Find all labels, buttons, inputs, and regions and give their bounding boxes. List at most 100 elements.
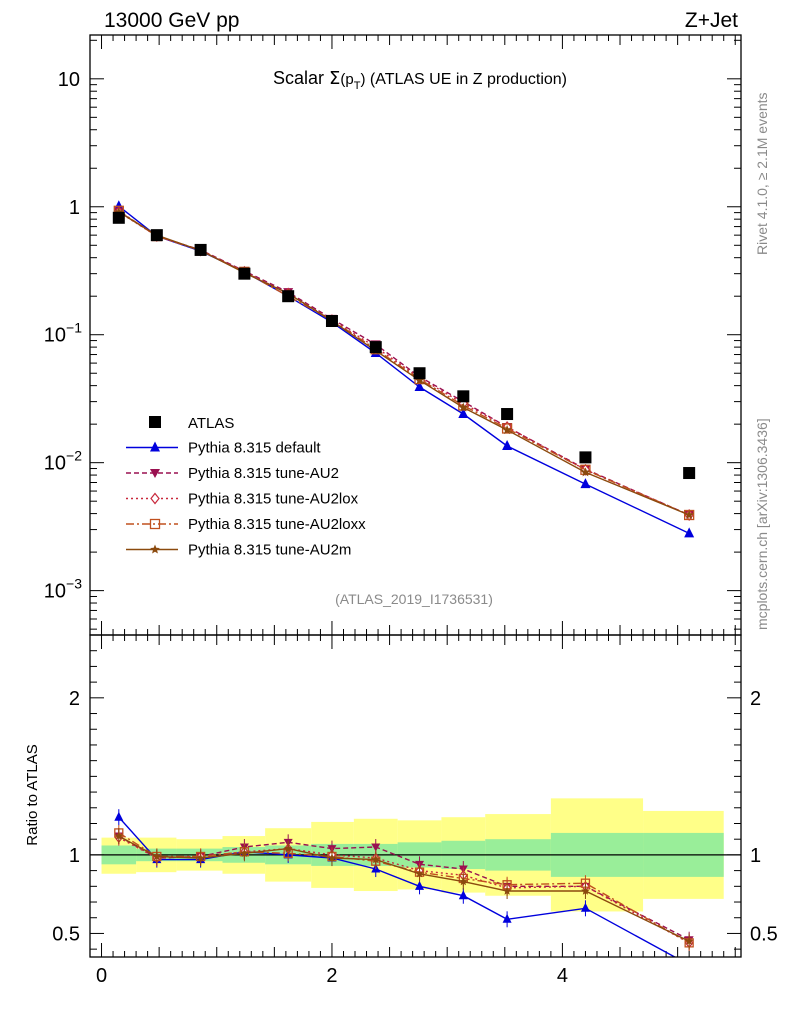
ratio-line-4 <box>118 835 690 942</box>
y-tick-exponent: −3 <box>66 576 82 592</box>
legend-label-1: Pythia 8.315 tune-AU2 <box>188 465 339 482</box>
ratio-series-0-point <box>458 890 468 900</box>
series-line-4 <box>118 211 690 516</box>
title-pre: Scalar <box>273 68 329 88</box>
title-open: (p <box>340 71 353 88</box>
ratio-series-4-point <box>684 936 694 945</box>
atlas-data-point <box>457 390 470 403</box>
atlas-data-point <box>501 408 514 421</box>
y-tick-label: 10−1 <box>44 320 82 347</box>
y-tick-label: 10 <box>58 69 80 91</box>
ratio-y-tick-label-right: 0.5 <box>750 923 778 945</box>
x-tick-label: 4 <box>557 965 568 987</box>
ratio-uncertainty-bands <box>90 798 741 912</box>
legend-marker-0 <box>150 441 160 452</box>
series-0-point <box>502 439 513 450</box>
ratio-series-1-point <box>371 843 381 852</box>
ratio-panel-frame <box>89 634 742 958</box>
legend: ATLAS Pythia 8.315 default Pythia 8.315 tu… <box>126 415 366 559</box>
ratio-series-4-point <box>502 886 512 895</box>
legend-label-2: Pythia 8.315 tune-AU2lox <box>188 491 359 508</box>
x-tick-label: 2 <box>326 965 337 987</box>
atlas-data-point <box>194 243 207 256</box>
ratio-series-4-point <box>327 853 337 862</box>
atlas-data-point <box>112 211 125 224</box>
atlas-data-point <box>369 341 382 354</box>
series-0-point <box>684 527 695 538</box>
y-tick-base: 1 <box>69 197 80 219</box>
series-0-point <box>414 381 425 392</box>
y-tick-exponent: −1 <box>66 320 82 336</box>
rivet-version-label: Rivet 4.1.0, ≥ 2.1M events <box>754 92 770 255</box>
y-tick-exponent: −2 <box>66 448 82 464</box>
ratio-series-0-point <box>502 913 512 923</box>
series-line-2 <box>118 211 690 516</box>
header-process: Z+Jet <box>685 9 738 32</box>
legend-label-0: Pythia 8.315 default <box>188 440 321 457</box>
ratio-y-tick-label-left: 0.5 <box>52 923 80 945</box>
ratio-series-4-point <box>459 877 468 886</box>
series-layer <box>112 200 696 968</box>
y-tick-label: 10−3 <box>44 576 82 603</box>
title-sigma: Σ <box>329 68 340 89</box>
ratio-series-0-point <box>580 902 590 912</box>
series-4-point <box>502 425 512 435</box>
legend-marker-4 <box>150 544 160 554</box>
series-0-point <box>458 408 469 419</box>
legend-marker-2 <box>150 492 160 505</box>
series-4-point <box>458 402 469 412</box>
atlas-data-point <box>579 451 592 464</box>
y-tick-base: 10 <box>44 325 66 347</box>
legend-atlas-label: ATLAS <box>188 415 234 432</box>
ratio-y-axis-label: Ratio to ATLAS <box>24 744 41 845</box>
ratio-y-tick-label-right: 1 <box>750 845 761 867</box>
ratio-series-4-point <box>240 848 249 857</box>
y-tick-label: 1 <box>69 197 80 219</box>
ratio-line-0 <box>118 816 677 957</box>
y-tick-base: 10 <box>44 453 66 475</box>
header-energy: 13000 GeV pp <box>104 9 239 32</box>
series-4-point <box>684 510 694 519</box>
series-4-point <box>414 375 425 385</box>
series-4-point <box>580 467 591 477</box>
ratio-y-tick-label-right: 2 <box>750 688 761 710</box>
ratio-y-tick-label-left: 2 <box>69 688 80 710</box>
ratio-line-2 <box>118 836 690 944</box>
ratio-series-4-point <box>114 831 124 840</box>
atlas-data-point <box>282 290 295 303</box>
mcplots-reference-label: mcplots.cern.ch [arXiv:1306.3436] <box>754 418 770 630</box>
ratio-series-0-point <box>685 959 694 968</box>
atlas-data-point <box>413 367 426 380</box>
y-tick-base: 10 <box>44 581 66 603</box>
x-tick-label: 0 <box>96 965 107 987</box>
title-post: (ATLAS UE in Z production) <box>365 71 567 88</box>
atlas-data-point <box>150 229 163 242</box>
title-sub: T <box>354 80 361 92</box>
ratio-y-tick-label-left: 1 <box>69 845 80 867</box>
legend-label-3: Pythia 8.315 tune-AU2loxx <box>188 516 366 533</box>
ratio-series-group <box>114 809 694 968</box>
series-0-point <box>580 478 591 489</box>
legend-marker-1 <box>150 469 160 478</box>
plot-title: Scalar Σ(pT) (ATLAS UE in Z production) <box>273 68 567 92</box>
title-close: ) <box>360 71 365 88</box>
ratio-series-0-point <box>415 880 425 890</box>
legend-label-4: Pythia 8.315 tune-AU2m <box>188 542 351 559</box>
ratio-series-4-point <box>152 852 162 861</box>
y-tick-base: 10 <box>58 69 80 91</box>
ratio-series-4-point <box>283 844 293 853</box>
atlas-data-point <box>238 267 251 280</box>
analysis-id-label: (ATLAS_2019_I1736531) <box>335 591 493 607</box>
ratio-series-4-point <box>415 869 424 878</box>
legend-atlas-marker <box>149 416 161 428</box>
atlas-data-point <box>683 467 696 480</box>
ratio-series-4-point <box>196 853 205 862</box>
ratio-series-4-point <box>581 886 590 895</box>
ratio-series-4-point <box>371 855 380 864</box>
y-tick-label: 10−2 <box>44 448 82 475</box>
atlas-data-point <box>325 315 338 328</box>
legend-marker-3 <box>149 518 161 530</box>
ratio-series-0-point <box>114 811 124 821</box>
